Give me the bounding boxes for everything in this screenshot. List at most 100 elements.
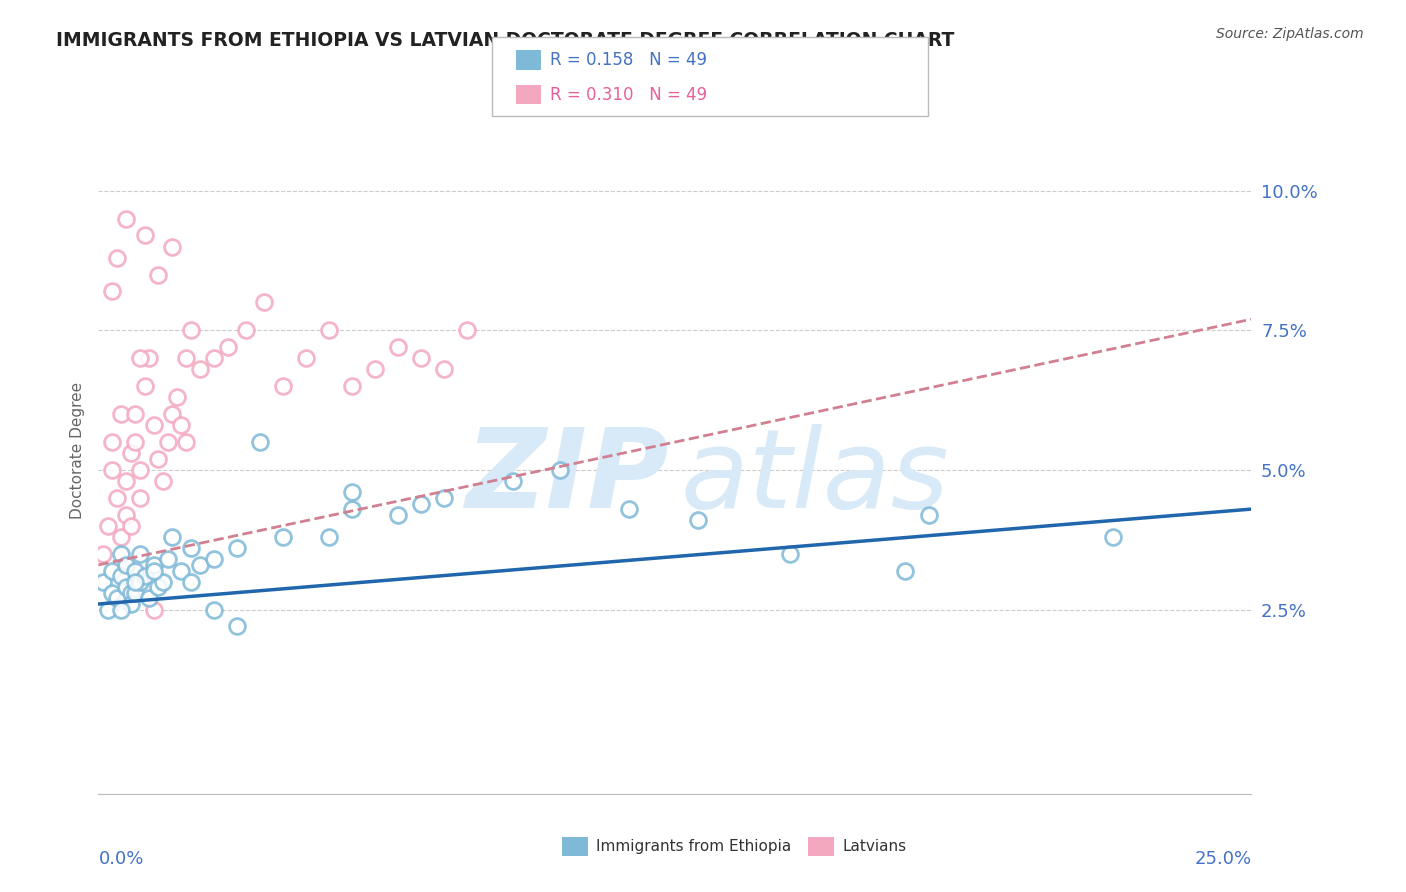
Point: [433, 362, 456, 376]
Point: [120, 586, 142, 600]
Point: [152, 474, 174, 488]
Point: [686, 513, 709, 527]
Point: [152, 574, 174, 589]
Point: [105, 491, 128, 505]
Point: [160, 530, 183, 544]
Point: [502, 474, 524, 488]
Point: [101, 285, 124, 299]
Point: [249, 435, 271, 450]
Point: [148, 451, 170, 466]
Point: [170, 418, 193, 433]
Point: [364, 362, 387, 376]
Point: [142, 558, 165, 572]
Point: [134, 228, 156, 243]
Point: [138, 591, 160, 606]
Point: [225, 541, 247, 556]
Point: [101, 463, 124, 477]
Point: [411, 496, 433, 510]
Point: [148, 580, 170, 594]
Point: [115, 558, 138, 572]
Point: [202, 351, 225, 366]
Point: [894, 564, 917, 578]
Point: [115, 580, 138, 594]
Point: [433, 491, 456, 505]
Point: [124, 435, 146, 450]
Point: [124, 574, 146, 589]
Point: [110, 602, 132, 616]
Text: atlas: atlas: [681, 425, 949, 532]
Text: IMMIGRANTS FROM ETHIOPIA VS LATVIAN DOCTORATE DEGREE CORRELATION CHART: IMMIGRANTS FROM ETHIOPIA VS LATVIAN DOCT…: [56, 31, 955, 50]
Point: [387, 508, 409, 522]
Text: ZIP: ZIP: [465, 425, 669, 532]
Point: [142, 564, 165, 578]
Point: [110, 530, 132, 544]
Point: [101, 435, 124, 450]
Point: [779, 547, 801, 561]
Point: [160, 240, 183, 254]
Point: [235, 323, 257, 337]
Point: [411, 351, 433, 366]
Point: [148, 268, 170, 282]
Point: [110, 407, 132, 421]
Point: [917, 508, 939, 522]
Point: [202, 602, 225, 616]
Point: [166, 391, 188, 405]
Y-axis label: Doctorate Degree: Doctorate Degree: [69, 382, 84, 519]
Point: [180, 541, 202, 556]
Point: [138, 351, 160, 366]
Point: [110, 569, 132, 583]
Point: [456, 323, 478, 337]
Point: [97, 602, 120, 616]
Point: [340, 379, 363, 393]
Text: R = 0.158   N = 49: R = 0.158 N = 49: [550, 51, 707, 69]
Text: R = 0.310   N = 49: R = 0.310 N = 49: [550, 86, 707, 103]
Point: [340, 502, 363, 516]
Point: [129, 491, 152, 505]
Point: [295, 351, 318, 366]
Point: [91, 547, 114, 561]
Point: [180, 574, 202, 589]
Point: [105, 251, 128, 265]
Point: [142, 602, 165, 616]
Point: [101, 586, 124, 600]
Point: [120, 597, 142, 611]
Point: [617, 502, 640, 516]
Point: [1102, 530, 1125, 544]
Point: [124, 407, 146, 421]
Point: [180, 323, 202, 337]
Point: [217, 340, 239, 354]
Point: [318, 530, 340, 544]
Point: [271, 530, 294, 544]
Point: [156, 435, 179, 450]
Point: [174, 435, 197, 450]
Point: [129, 463, 152, 477]
Text: Latvians: Latvians: [842, 839, 907, 854]
Point: [548, 463, 571, 477]
Point: [225, 619, 247, 633]
Point: [115, 211, 138, 226]
Point: [156, 552, 179, 566]
Point: [134, 379, 156, 393]
Point: [129, 351, 152, 366]
Point: [110, 547, 132, 561]
Point: [318, 323, 340, 337]
Text: Source: ZipAtlas.com: Source: ZipAtlas.com: [1216, 27, 1364, 41]
Point: [120, 519, 142, 533]
Text: Immigrants from Ethiopia: Immigrants from Ethiopia: [596, 839, 792, 854]
Point: [188, 362, 211, 376]
Point: [101, 564, 124, 578]
Point: [142, 418, 165, 433]
Point: [174, 351, 197, 366]
Point: [253, 295, 276, 310]
Point: [124, 586, 146, 600]
Point: [115, 474, 138, 488]
Point: [160, 407, 183, 421]
Text: 0.0%: 0.0%: [98, 850, 143, 868]
Point: [134, 569, 156, 583]
Point: [97, 519, 120, 533]
Point: [105, 591, 128, 606]
Point: [129, 547, 152, 561]
Point: [188, 558, 211, 572]
Point: [202, 552, 225, 566]
Point: [387, 340, 409, 354]
